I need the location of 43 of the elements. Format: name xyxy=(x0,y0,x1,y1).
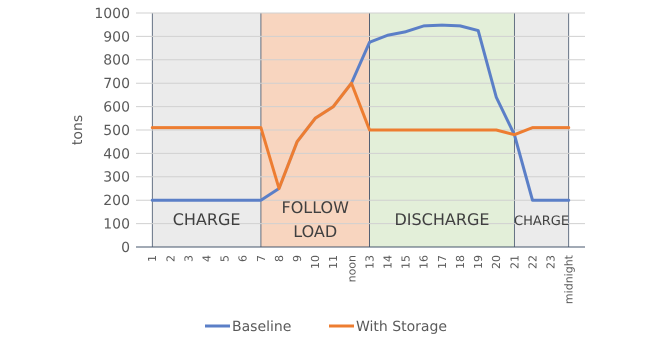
x-tick-label: 8 xyxy=(272,255,286,262)
band-label: FOLLOW LOAD xyxy=(282,198,350,241)
x-tick-label: 13 xyxy=(363,255,376,269)
x-tick-label: 16 xyxy=(418,255,431,269)
x-tick-label: 23 xyxy=(544,255,558,269)
y-tick-label: 900 xyxy=(103,29,130,46)
x-tick-label: 5 xyxy=(218,255,232,262)
y-tick-label: 0 xyxy=(121,240,130,256)
y-tick-label: 800 xyxy=(103,52,130,69)
y-tick-label: 400 xyxy=(103,146,130,162)
y-tick-label: 1000 xyxy=(94,6,130,22)
x-tick-label: 19 xyxy=(472,255,486,269)
x-tick-label: 10 xyxy=(309,255,322,269)
x-tick-label: 18 xyxy=(454,255,467,269)
x-tick-label: 4 xyxy=(200,255,214,262)
x-tick-label: 7 xyxy=(254,255,268,262)
x-tick-label: 9 xyxy=(290,255,304,262)
y-tick-label: 700 xyxy=(103,76,130,92)
y-tick-label: 300 xyxy=(103,170,130,186)
y-tick-label: 600 xyxy=(103,100,130,116)
x-tick-label: midnight xyxy=(562,254,576,304)
x-tick-label: 6 xyxy=(236,255,250,262)
x-tick-label: 2 xyxy=(164,255,178,262)
x-tick-label: 1 xyxy=(146,255,160,262)
x-tick-label: 11 xyxy=(327,255,340,269)
x-tick-label: 17 xyxy=(436,255,449,269)
band-label: CHARGE xyxy=(514,214,570,229)
band-label: CHARGE xyxy=(172,210,240,229)
x-tick-label: noon xyxy=(345,254,358,282)
band-label: DISCHARGE xyxy=(394,210,490,229)
y-tick-label: 200 xyxy=(103,193,130,210)
legend-label: With Storage xyxy=(356,318,448,335)
line-series xyxy=(150,82,570,190)
y-tick-label: 500 xyxy=(103,122,130,139)
x-tick-label: 15 xyxy=(400,255,413,269)
y-axis-title: tons xyxy=(70,114,86,146)
y-tick-label: 100 xyxy=(103,216,130,232)
x-tick-label: 22 xyxy=(526,255,540,269)
x-tick-label: 3 xyxy=(182,255,196,262)
legend-label: Baseline xyxy=(232,318,292,335)
x-tick-label: 20 xyxy=(490,255,504,269)
x-tick-label: 14 xyxy=(382,255,395,269)
x-tick-label: 21 xyxy=(508,255,522,269)
